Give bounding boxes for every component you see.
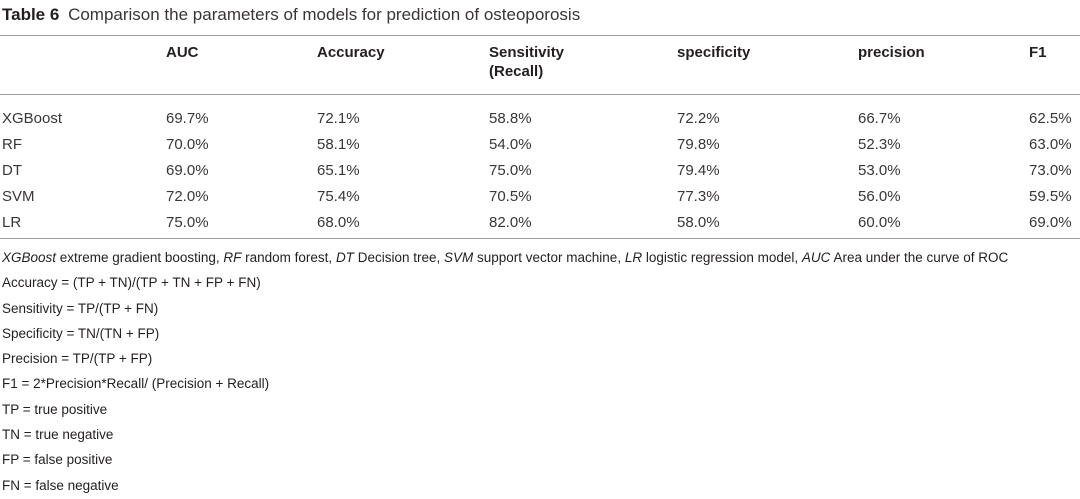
- cell-sensitivity: 54.0%: [489, 135, 532, 153]
- table-footnotes: XGBoost extreme gradient boosting, RF ra…: [2, 245, 1008, 498]
- cell-accuracy: 72.1%: [317, 109, 360, 127]
- table-row: LR 75.0% 68.0% 82.0% 58.0% 60.0% 69.0%: [0, 209, 1080, 235]
- formula-line: TN = true negative: [2, 427, 114, 443]
- abbrev-definition: extreme gradient boosting,: [56, 250, 224, 265]
- header-cell-precision: precision: [858, 44, 925, 61]
- header-row: AUC Accuracy Sensitivity (Recall) specifi…: [0, 36, 1080, 101]
- cell-auc: 70.0%: [166, 135, 209, 153]
- header-rule: [0, 94, 1080, 95]
- cell-f1: 59.5%: [1029, 187, 1072, 205]
- formula-line: Specificity = TN/(TN + FP): [2, 325, 160, 341]
- cell-precision: 52.3%: [858, 135, 901, 153]
- cell-auc: 72.0%: [166, 187, 209, 205]
- header-sensitivity-text: Sensitivity (Recall): [489, 44, 565, 80]
- abbrev-term: XGBoost: [2, 250, 57, 265]
- cell-sensitivity: 75.0%: [489, 161, 532, 179]
- cell-sensitivity: 58.8%: [489, 109, 532, 127]
- abbrev-definition: random forest,: [241, 250, 336, 265]
- cell-auc: 75.0%: [166, 213, 209, 231]
- abbrev-definition: Decision tree,: [353, 250, 444, 265]
- header-cell-sensitivity: Sensitivity (Recall): [489, 36, 677, 101]
- cell-model: RF: [2, 135, 22, 153]
- abbrev-definition: support vector machine,: [473, 250, 625, 265]
- formula-line: FN = false negative: [2, 477, 119, 493]
- cell-model: SVM: [2, 187, 35, 205]
- formula-line: FP = false positive: [2, 452, 113, 468]
- abbrev-term: LR: [624, 250, 643, 265]
- formula-list: Accuracy = (TP + TN)/(TP + TN + FP + FN)…: [2, 270, 1008, 498]
- formula-line: TP = true positive: [2, 401, 108, 417]
- cell-specificity: 72.2%: [677, 109, 720, 127]
- abbrev-definition: Area under the curve of ROC: [830, 250, 1009, 265]
- cell-auc: 69.7%: [166, 109, 209, 127]
- bottom-rule: [0, 238, 1080, 239]
- table-row: SVM 72.0% 75.4% 70.5% 77.3% 56.0% 59.5%: [0, 183, 1080, 209]
- cell-f1: 73.0%: [1029, 161, 1072, 179]
- cell-precision: 56.0%: [858, 187, 901, 205]
- table-caption: Table 6 Comparison the parameters of mod…: [2, 4, 580, 26]
- abbrev-term: RF: [223, 250, 242, 265]
- cell-accuracy: 65.1%: [317, 161, 360, 179]
- header-cell-auc: AUC: [166, 44, 199, 61]
- abbrev-definition: logistic regression model,: [642, 250, 802, 265]
- table-label: Table 6: [2, 5, 60, 24]
- cell-specificity: 79.8%: [677, 135, 720, 153]
- cell-auc: 69.0%: [166, 161, 209, 179]
- table-title: Comparison the parameters of models for …: [68, 5, 581, 24]
- cell-model: DT: [2, 161, 22, 179]
- cell-specificity: 79.4%: [677, 161, 720, 179]
- abbrev-term: DT: [335, 250, 354, 265]
- cell-f1: 69.0%: [1029, 213, 1072, 231]
- cell-accuracy: 68.0%: [317, 213, 360, 231]
- cell-accuracy: 58.1%: [317, 135, 360, 153]
- cell-precision: 60.0%: [858, 213, 901, 231]
- header-cell-accuracy: Accuracy: [317, 44, 385, 61]
- top-rule: [0, 35, 1080, 36]
- formula-line: Sensitivity = TP/(TP + FN): [2, 300, 159, 316]
- abbreviation-note: XGBoost extreme gradient boosting, RF ra…: [2, 245, 1008, 270]
- cell-f1: 62.5%: [1029, 109, 1072, 127]
- header-cell-f1: F1: [1029, 44, 1047, 61]
- table-row: RF 70.0% 58.1% 54.0% 79.8% 52.3% 63.0%: [0, 131, 1080, 157]
- cell-f1: 63.0%: [1029, 135, 1072, 153]
- header-cell-model: [0, 36, 166, 101]
- cell-sensitivity: 82.0%: [489, 213, 532, 231]
- cell-precision: 53.0%: [858, 161, 901, 179]
- table-row: XGBoost 69.7% 72.1% 58.8% 72.2% 66.7% 62.5%: [0, 101, 1080, 131]
- cell-precision: 66.7%: [858, 109, 901, 127]
- cell-accuracy: 75.4%: [317, 187, 360, 205]
- cell-sensitivity: 70.5%: [489, 187, 532, 205]
- table-row: DT 69.0% 65.1% 75.0% 79.4% 53.0% 73.0%: [0, 157, 1080, 183]
- formula-line: Precision = TP/(TP + FP): [2, 351, 153, 367]
- formula-line: F1 = 2*Precision*Recall/ (Precision + Re…: [2, 376, 270, 392]
- cell-model: XGBoost: [2, 109, 63, 127]
- comparison-table: AUC Accuracy Sensitivity (Recall) specifi…: [0, 36, 1080, 235]
- formula-line: Accuracy = (TP + TN)/(TP + TN + FP + FN): [2, 275, 261, 291]
- cell-specificity: 77.3%: [677, 187, 720, 205]
- abbrev-term: AUC: [801, 250, 831, 265]
- table-body: XGBoost 69.7% 72.1% 58.8% 72.2% 66.7% 62.5% RF 7…: [0, 101, 1080, 235]
- cell-specificity: 58.0%: [677, 213, 720, 231]
- header-cell-specificity: specificity: [677, 44, 751, 61]
- cell-model: LR: [2, 213, 22, 231]
- abbrev-term: SVM: [443, 250, 474, 265]
